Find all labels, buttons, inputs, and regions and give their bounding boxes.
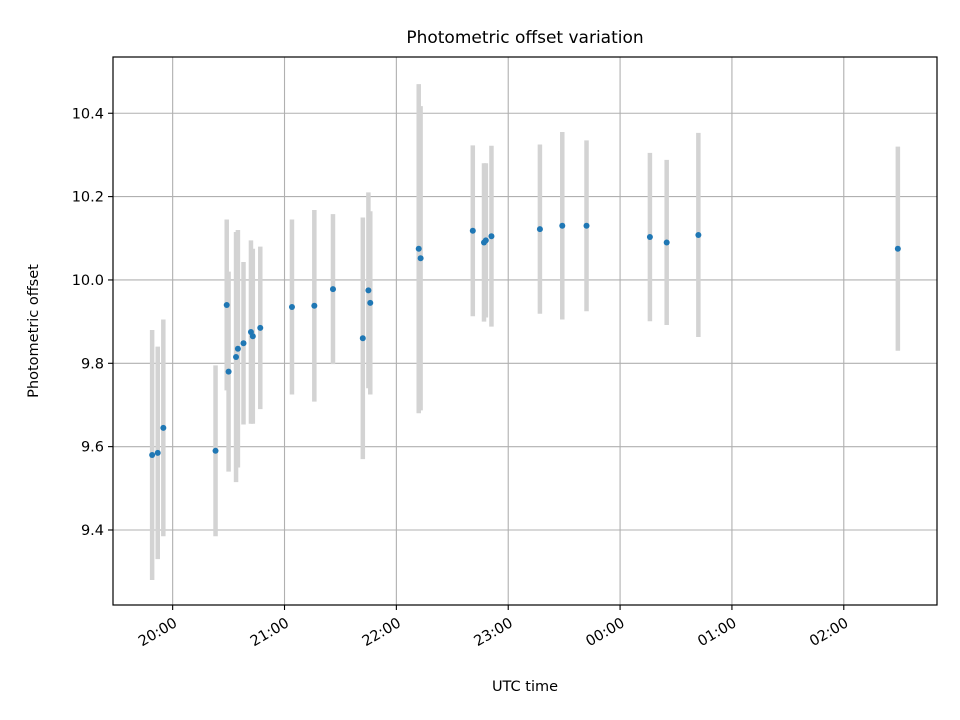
data-point xyxy=(359,335,366,342)
data-point xyxy=(212,447,219,454)
data-point xyxy=(365,287,372,294)
data-point xyxy=(415,245,422,252)
y-tick-label: 9.4 xyxy=(81,523,104,539)
data-point xyxy=(583,222,590,229)
data-point xyxy=(160,424,167,431)
data-points xyxy=(149,222,901,458)
data-point xyxy=(154,449,161,456)
data-point xyxy=(149,451,156,458)
data-point xyxy=(311,302,318,309)
data-point xyxy=(288,304,295,311)
data-point xyxy=(240,340,247,347)
data-point xyxy=(367,299,374,306)
data-point xyxy=(469,227,476,234)
data-point xyxy=(894,245,901,252)
data-point xyxy=(329,286,336,293)
data-point xyxy=(663,239,670,246)
data-point xyxy=(257,324,264,331)
data-point xyxy=(482,237,489,244)
data-point xyxy=(488,233,495,240)
y-tick-label: 10.0 xyxy=(72,273,104,289)
data-point xyxy=(233,354,240,361)
y-tick-label: 10.2 xyxy=(72,190,104,206)
chart-title: Photometric offset variation xyxy=(406,28,643,48)
y-tick-label: 10.4 xyxy=(72,106,104,122)
plot-area-frame xyxy=(112,56,938,606)
data-point xyxy=(559,222,566,229)
data-point xyxy=(223,301,230,308)
y-axis-ticks: 9.4 9.6 9.8 10.0 10.2 10.4 xyxy=(72,106,113,539)
data-point xyxy=(417,255,424,262)
data-point xyxy=(646,234,653,241)
data-point xyxy=(695,231,702,238)
y-tick-label: 9.6 xyxy=(81,440,104,456)
y-axis-label: Photometric offset xyxy=(26,264,42,398)
y-tick-label: 9.8 xyxy=(81,356,104,372)
data-point xyxy=(536,226,543,233)
data-point xyxy=(249,333,256,340)
data-point xyxy=(234,345,241,352)
data-point xyxy=(225,368,232,375)
x-axis-label: UTC time xyxy=(492,679,558,695)
